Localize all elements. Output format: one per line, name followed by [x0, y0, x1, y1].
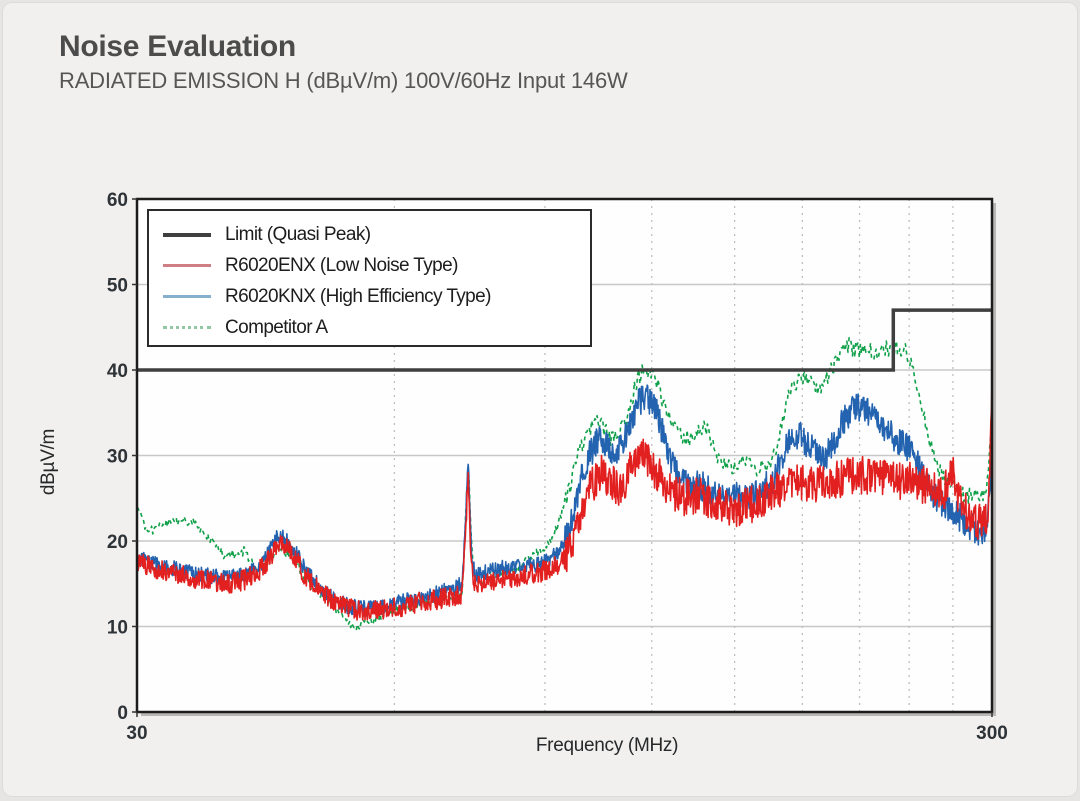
x-axis-label: Frequency (MHz) — [536, 735, 678, 756]
data-traces — [137, 308, 992, 631]
axis-tick-labels: 0 10 20 30 40 50 60 30 300 — [107, 190, 1008, 744]
legend-label: Competitor A — [225, 316, 328, 338]
legend-item-competitor-a: Competitor A — [163, 312, 590, 343]
legend-swatch-r6020knx-high-efficiency-type — [163, 295, 211, 298]
y-tick-30: 30 — [107, 447, 128, 468]
legend-swatch-limit-quasi-peak — [163, 232, 211, 237]
series-competitor-a-trace — [137, 336, 992, 631]
page-subtitle: RADIATED EMISSION H (dBµV/m) 100V/60Hz I… — [59, 68, 628, 93]
series-limit-quasi-peak-line — [137, 308, 992, 372]
y-tick-0: 0 — [117, 703, 128, 724]
x-tick-300: 300 — [976, 723, 1008, 744]
legend-item-limit-quasi-peak: Limit (Quasi Peak) — [163, 219, 590, 250]
legend-swatch-r6020enx-low-noise-type — [163, 264, 211, 267]
y-tick-60: 60 — [107, 190, 128, 211]
series-r6020enx-low-noise-type-trace — [137, 381, 992, 621]
page-title: Noise Evaluation — [59, 30, 296, 63]
legend-label: Limit (Quasi Peak) — [225, 223, 371, 245]
legend-item-r6020knx-high-efficiency-type: R6020KNX (High Efficiency Type) — [163, 281, 590, 312]
legend-item-r6020enx-low-noise-type: R6020ENX (Low Noise Type) — [163, 250, 590, 281]
y-tick-50: 50 — [107, 276, 128, 297]
y-tick-40: 40 — [107, 361, 128, 382]
vertical-gridlines — [393, 199, 954, 712]
legend-label: R6020ENX (Low Noise Type) — [225, 254, 458, 276]
chart-legend: Limit (Quasi Peak) R6020ENX (Low Noise Ty… — [147, 209, 592, 347]
y-axis-label: dBµV/m — [38, 429, 59, 495]
y-tick-10: 10 — [107, 618, 128, 639]
x-tick-30: 30 — [126, 723, 147, 744]
legend-label: R6020KNX (High Efficiency Type) — [225, 285, 491, 307]
legend-swatch-competitor-a — [163, 326, 211, 329]
y-tick-20: 20 — [107, 532, 128, 553]
